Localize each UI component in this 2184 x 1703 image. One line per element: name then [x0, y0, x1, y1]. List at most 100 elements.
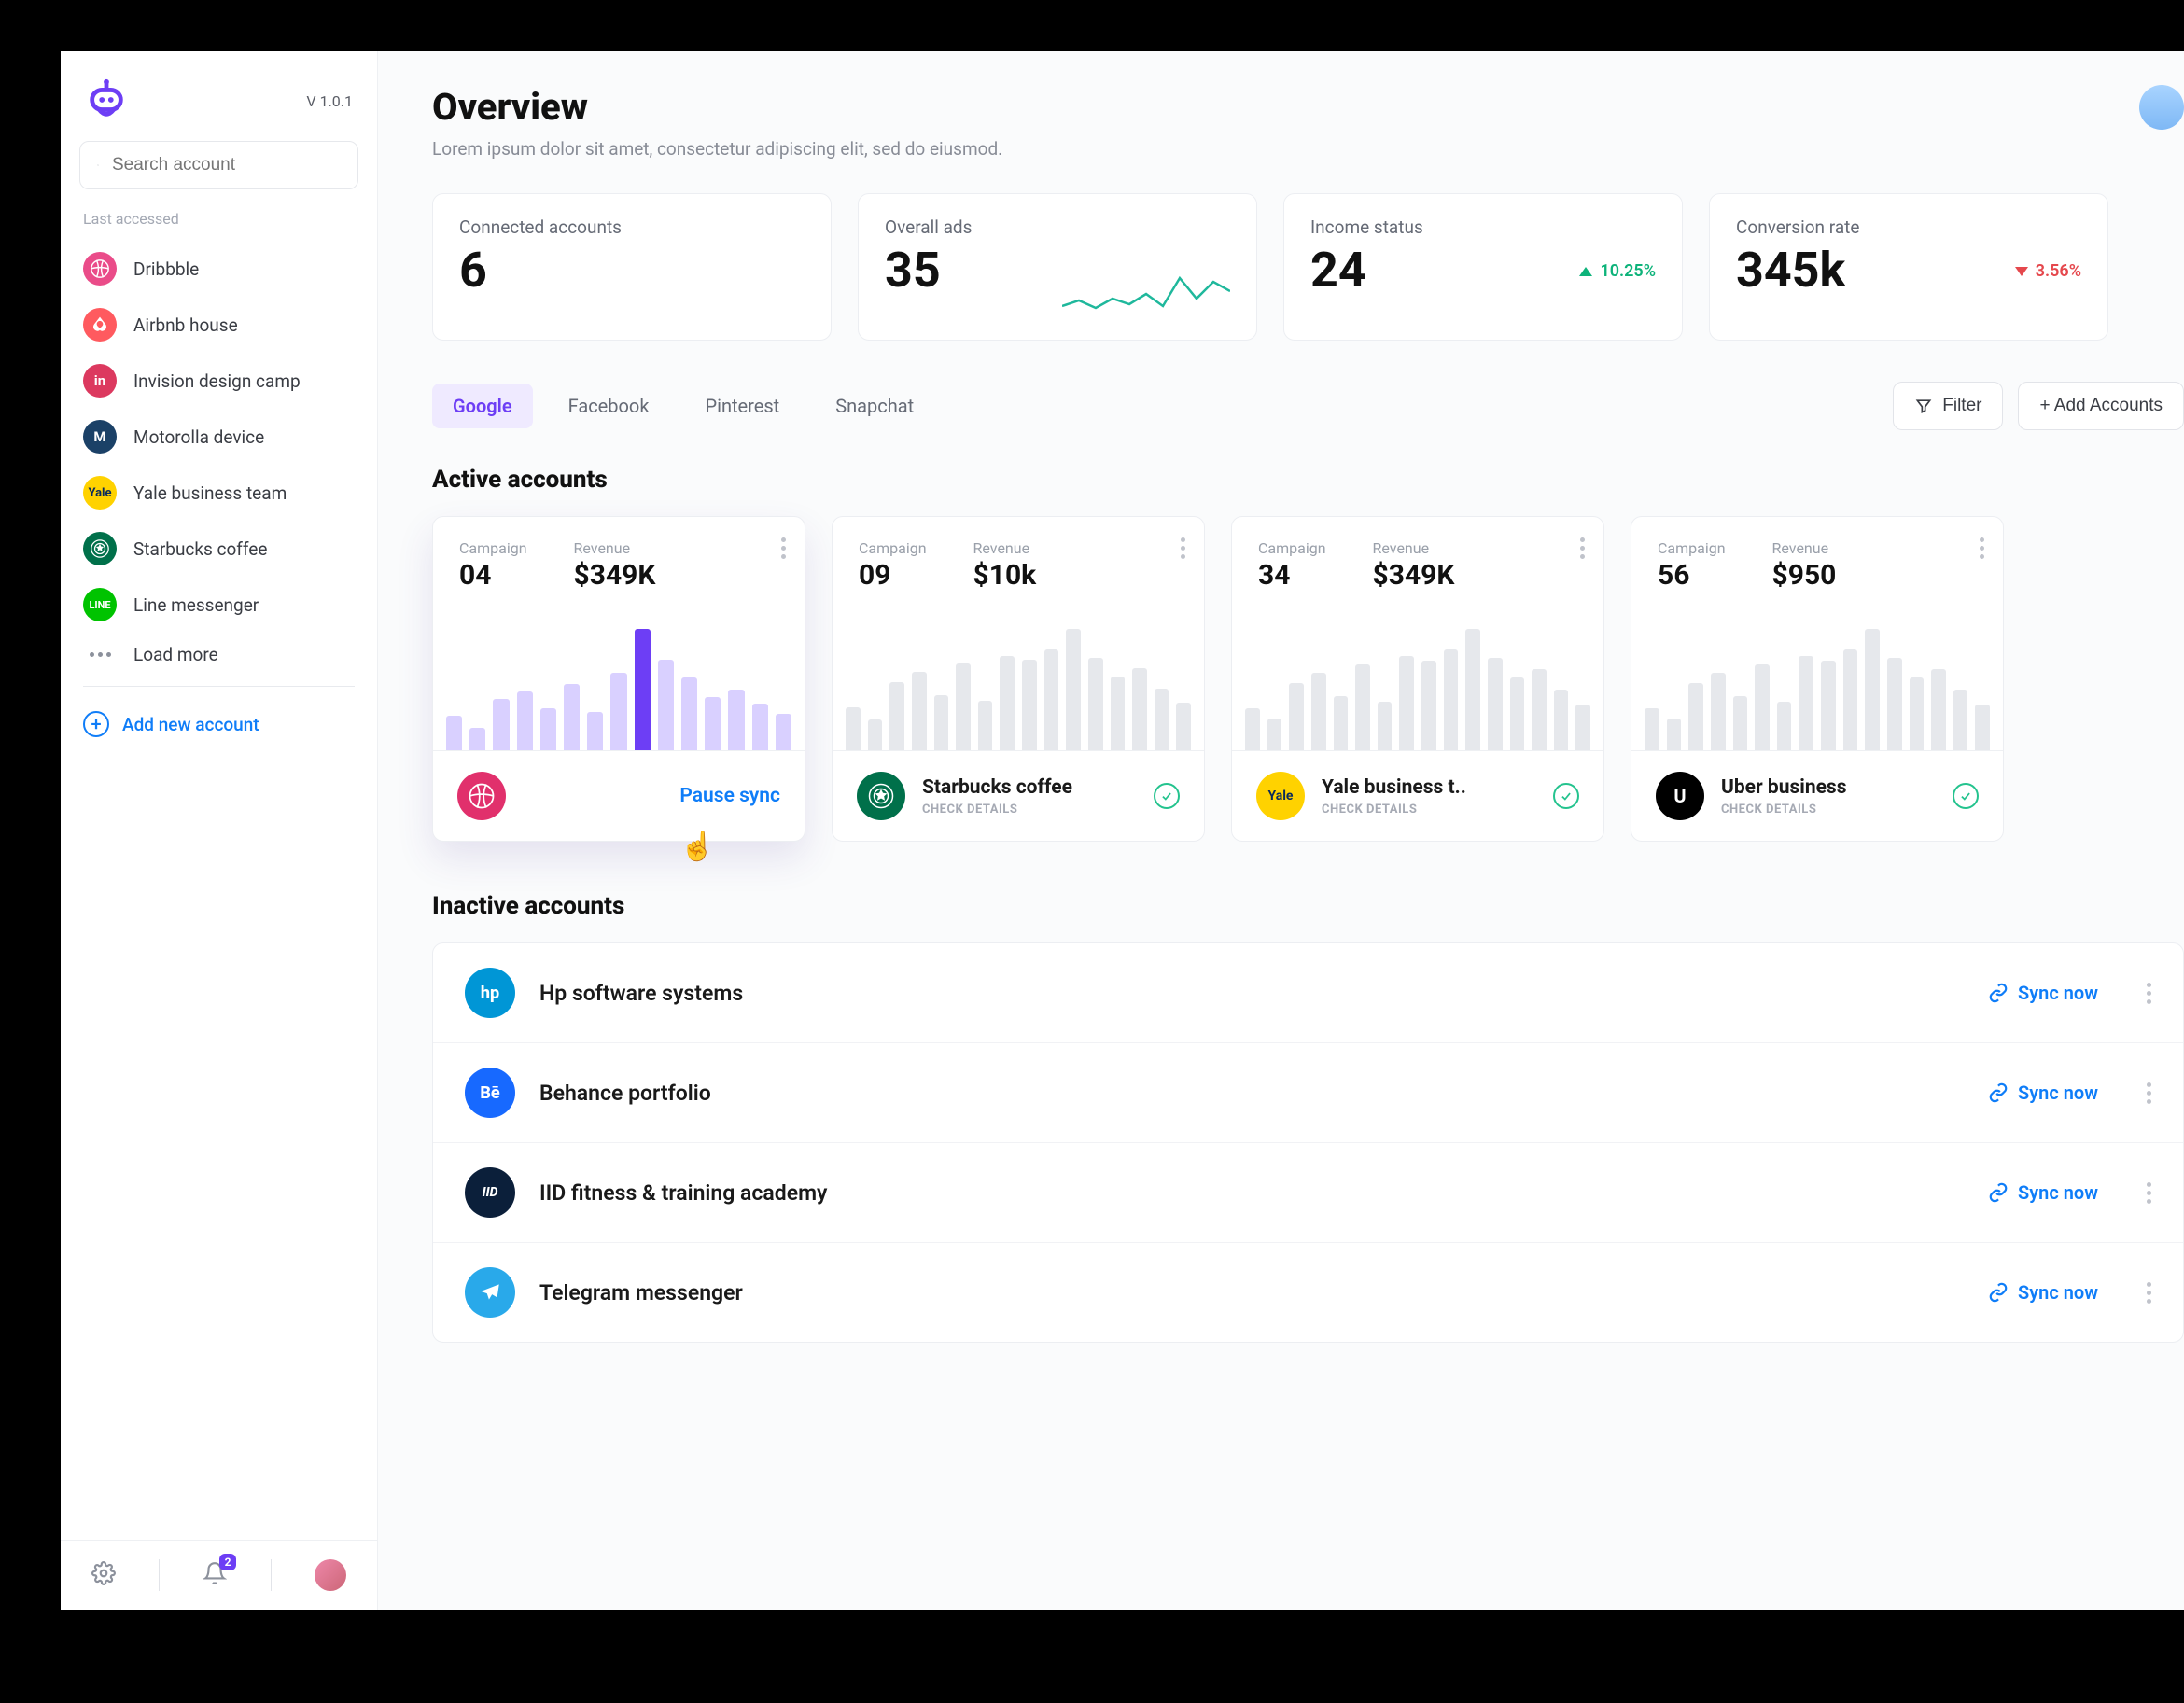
- active-account-card[interactable]: Campaign 56 Revenue $950 U Uber business…: [1631, 516, 2004, 842]
- add-accounts-button[interactable]: + Add Accounts: [2018, 382, 2184, 430]
- bar: [1733, 696, 1748, 750]
- inactive-account-label: Telegram messenger: [539, 1280, 1964, 1305]
- inactive-account-label: IID fitness & training academy: [539, 1180, 1964, 1206]
- campaign-value: 56: [1658, 559, 1726, 592]
- stat-label: Connected accounts: [459, 216, 622, 238]
- link-icon: [1988, 1182, 2009, 1203]
- card-brand-icon: [457, 772, 506, 820]
- sync-now-label: Sync now: [2018, 982, 2098, 1004]
- revenue-label: Revenue: [1772, 539, 1837, 557]
- bar: [446, 716, 462, 750]
- row-more-icon[interactable]: [2147, 1182, 2151, 1204]
- stat-value: 345k: [1736, 242, 1859, 299]
- search-input[interactable]: [112, 155, 341, 175]
- settings-icon[interactable]: [91, 1561, 116, 1589]
- row-more-icon[interactable]: [2147, 983, 2151, 1004]
- bar: [868, 719, 883, 750]
- bar: [517, 691, 533, 750]
- bar: [1378, 702, 1393, 750]
- row-more-icon[interactable]: [2147, 1282, 2151, 1304]
- active-accounts-title: Active accounts: [432, 466, 2184, 494]
- sidebar-item-account[interactable]: M Motorolla device: [61, 409, 377, 465]
- pause-sync-button[interactable]: Pause sync: [679, 785, 780, 807]
- bar: [752, 704, 768, 750]
- card-more-icon[interactable]: [1181, 537, 1185, 559]
- sidebar-item-account[interactable]: in Invision design camp: [61, 353, 377, 409]
- tab-facebook[interactable]: Facebook: [548, 384, 670, 428]
- tab-google[interactable]: Google: [432, 384, 533, 428]
- stat-delta: 3.56%: [2015, 261, 2081, 281]
- bar: [1245, 708, 1260, 750]
- sidebar-item-account[interactable]: Dribbble: [61, 241, 377, 297]
- bar: [1777, 702, 1792, 750]
- revenue-value: $349K: [574, 559, 656, 592]
- inactive-brand-icon: IID: [465, 1167, 515, 1218]
- sidebar-load-more[interactable]: Load more: [61, 633, 377, 677]
- account-label: Invision design camp: [133, 370, 301, 392]
- bar: [1289, 683, 1304, 750]
- filter-button[interactable]: Filter: [1893, 382, 2003, 430]
- user-avatar-small[interactable]: [315, 1559, 346, 1591]
- sidebar-item-account[interactable]: Yale Yale business team: [61, 465, 377, 521]
- bar: [1088, 658, 1103, 750]
- search-input-wrap[interactable]: [79, 141, 358, 189]
- bar: [728, 690, 744, 750]
- tabs: Google Facebook Pinterest Snapchat: [432, 384, 934, 428]
- sidebar-item-account[interactable]: LINE Line messenger: [61, 577, 377, 633]
- card-title: Uber business: [1721, 776, 1936, 799]
- row-more-icon[interactable]: [2147, 1082, 2151, 1104]
- bar: [934, 695, 949, 750]
- bar: [1799, 656, 1813, 750]
- active-account-card[interactable]: Campaign 04 Revenue $349K Pause sync ☝: [432, 516, 805, 842]
- account-brand-icon: LINE: [83, 588, 117, 621]
- account-label: Airbnb house: [133, 314, 238, 336]
- stat-card: Overall ads 35: [858, 193, 1257, 341]
- inactive-account-row: IID IID fitness & training academy Sync …: [433, 1143, 2183, 1243]
- campaign-label: Campaign: [1658, 539, 1726, 557]
- sidebar-item-account[interactable]: Airbnb house: [61, 297, 377, 353]
- card-bar-chart: [833, 601, 1204, 750]
- stat-card: Connected accounts 6: [432, 193, 832, 341]
- sync-now-label: Sync now: [2018, 1281, 2098, 1304]
- link-icon: [1988, 983, 2009, 1003]
- bar: [956, 663, 971, 750]
- bar: [889, 682, 904, 750]
- card-brand-icon: [857, 772, 905, 820]
- card-check-details[interactable]: CHECK DETAILS: [922, 803, 1137, 817]
- sync-now-button[interactable]: Sync now: [1988, 1082, 2098, 1104]
- bar: [1510, 677, 1525, 750]
- add-account-button[interactable]: + Add new account: [61, 696, 377, 752]
- account-brand-icon: [83, 532, 117, 565]
- arrow-up-icon: [1579, 267, 1592, 276]
- inactive-brand-icon: Bē: [465, 1068, 515, 1118]
- version-label: V 1.0.1: [306, 92, 353, 110]
- inactive-account-label: Hp software systems: [539, 981, 1964, 1006]
- sync-now-button[interactable]: Sync now: [1988, 1181, 2098, 1204]
- account-label: Yale business team: [133, 482, 287, 504]
- card-more-icon[interactable]: [1980, 537, 1984, 559]
- bar: [1821, 661, 1836, 750]
- bar: [1953, 690, 1968, 750]
- card-brand-icon: Yale: [1256, 772, 1305, 820]
- tab-pinterest[interactable]: Pinterest: [684, 384, 800, 428]
- notifications-icon[interactable]: 2: [203, 1561, 227, 1589]
- active-account-card[interactable]: Campaign 34 Revenue $349K Yale Yale busi…: [1231, 516, 1604, 842]
- sync-now-button[interactable]: Sync now: [1988, 1281, 2098, 1304]
- sync-now-button[interactable]: Sync now: [1988, 982, 2098, 1004]
- card-title: Yale business t..: [1322, 776, 1536, 799]
- bar: [493, 699, 509, 750]
- card-check-details[interactable]: CHECK DETAILS: [1322, 803, 1536, 817]
- campaign-label: Campaign: [859, 539, 927, 557]
- bar: [1132, 668, 1147, 750]
- sidebar-item-account[interactable]: Starbucks coffee: [61, 521, 377, 577]
- account-label: Motorolla device: [133, 426, 264, 448]
- sidebar-bottom-bar: 2: [61, 1540, 377, 1610]
- card-more-icon[interactable]: [781, 537, 786, 559]
- user-avatar[interactable]: [2139, 85, 2184, 130]
- revenue-label: Revenue: [973, 539, 1037, 557]
- bar: [1334, 696, 1349, 750]
- active-account-card[interactable]: Campaign 09 Revenue $10k Starbucks coffe…: [832, 516, 1205, 842]
- card-check-details[interactable]: CHECK DETAILS: [1721, 803, 1936, 817]
- tab-snapchat[interactable]: Snapchat: [815, 384, 934, 428]
- card-more-icon[interactable]: [1580, 537, 1585, 559]
